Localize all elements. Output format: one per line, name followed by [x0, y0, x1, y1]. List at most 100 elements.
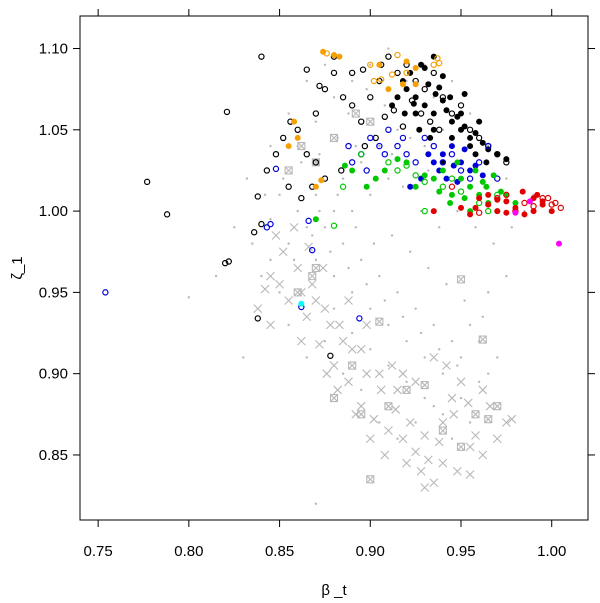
data-point [448, 110, 456, 117]
data-point [420, 381, 429, 390]
data-point [466, 126, 474, 134]
data-point [365, 283, 368, 286]
data-point [421, 134, 428, 142]
data-point [294, 134, 301, 141]
data-point [367, 134, 374, 142]
data-point [348, 69, 356, 77]
data-point [475, 209, 483, 216]
data-point [312, 183, 319, 190]
data-point [477, 339, 481, 343]
data-point [287, 112, 290, 115]
data-point [401, 110, 408, 117]
data-point [485, 191, 492, 198]
data-point [318, 152, 321, 156]
data-point [472, 162, 479, 169]
data-point [221, 259, 229, 267]
data-point [476, 118, 483, 125]
data-point [505, 177, 508, 180]
data-point [421, 172, 428, 179]
data-point [341, 372, 345, 375]
data-point [323, 339, 327, 343]
data-point [269, 258, 272, 262]
x-tick-label: 0.95 [446, 543, 475, 560]
data-point [363, 183, 370, 190]
data-point [507, 414, 517, 424]
data-point [477, 380, 481, 384]
data-point [358, 118, 365, 125]
data-point [458, 204, 464, 211]
data-point [394, 69, 401, 77]
data-point [278, 247, 288, 257]
data-point [376, 61, 383, 68]
data-point [461, 195, 468, 202]
data-point [503, 156, 510, 163]
data-point [402, 385, 411, 394]
x-tick-label: 0.90 [356, 543, 385, 560]
data-point [421, 65, 428, 72]
data-point [396, 437, 399, 440]
data-point [296, 209, 299, 213]
data-point [425, 151, 432, 158]
data-point [253, 304, 263, 314]
data-point [427, 134, 434, 141]
data-point [325, 320, 335, 330]
data-point [411, 447, 421, 457]
data-point [423, 455, 433, 465]
data-point [456, 442, 466, 451]
data-point [463, 299, 466, 302]
data-point [403, 86, 410, 93]
data-point [311, 234, 314, 237]
y-axis-title: ζ_1 [9, 256, 26, 279]
ticks-layer: 0.75 0.80 0.85 0.90 0.95 1.00 0.85 0.90 0.95 1.00… [39, 9, 595, 560]
data-point [457, 188, 465, 195]
data-point [557, 204, 564, 212]
data-point [242, 356, 245, 359]
data-point [487, 291, 490, 294]
data-point [365, 434, 375, 444]
data-point [362, 369, 372, 379]
data-point [298, 194, 305, 202]
data-point [292, 258, 296, 262]
series-red-filled-circle [430, 188, 555, 218]
data-point [284, 166, 293, 175]
data-point [333, 385, 343, 395]
data-point [448, 150, 456, 158]
data-point [512, 199, 519, 206]
data-point [519, 188, 526, 195]
data-point [381, 113, 388, 121]
data-point [398, 434, 408, 444]
data-point [448, 191, 455, 198]
data-point [403, 69, 410, 77]
data-point [439, 183, 447, 190]
data-point [412, 81, 419, 88]
x-tick-label: 0.85 [265, 543, 294, 560]
data-point [369, 63, 372, 66]
data-point [448, 118, 455, 125]
data-point [423, 396, 426, 400]
data-point [432, 323, 435, 327]
data-point [378, 421, 381, 424]
data-point [298, 300, 305, 307]
data-point [263, 224, 271, 231]
data-point [163, 211, 171, 218]
data-point [387, 177, 390, 180]
data-point [329, 361, 339, 370]
data-point [430, 69, 437, 77]
data-point [450, 339, 454, 343]
data-point [376, 142, 383, 150]
data-point [467, 134, 474, 141]
data-point [360, 258, 363, 262]
data-point [327, 352, 334, 359]
data-point [347, 266, 350, 270]
data-point [287, 323, 290, 327]
data-point [467, 183, 474, 190]
data-point [494, 151, 501, 158]
data-point [339, 94, 347, 101]
data-point [485, 142, 492, 150]
data-point [423, 144, 426, 148]
data-point [254, 315, 261, 322]
data-point [284, 296, 294, 305]
data-point [457, 102, 465, 109]
data-point [250, 229, 258, 236]
